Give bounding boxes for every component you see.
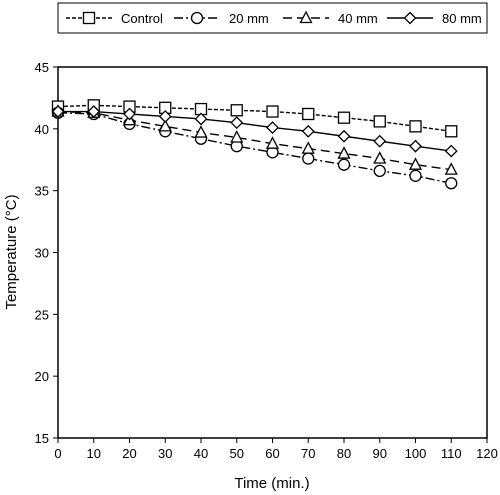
- legend-label: 20 mm: [229, 11, 269, 26]
- x-tick-label: 90: [373, 446, 387, 461]
- legend-label: 80 mm: [442, 11, 482, 26]
- legend-swatch-marker: [190, 11, 204, 25]
- data-point: [301, 141, 315, 154]
- data-point: [337, 111, 351, 124]
- series-3: [51, 105, 458, 158]
- legend-entry: 20 mm: [174, 11, 269, 26]
- legend-swatch-marker: [403, 11, 417, 25]
- series-0: [51, 99, 458, 138]
- data-point: [194, 125, 208, 138]
- data-point: [302, 107, 315, 121]
- data-point: [373, 115, 386, 128]
- series-line: [57, 110, 452, 171]
- x-tick-label: 80: [337, 446, 351, 461]
- data-point: [445, 177, 458, 190]
- y-tick-label: 30: [35, 246, 49, 261]
- data-point: [87, 105, 101, 118]
- x-tick-label: 60: [265, 446, 279, 461]
- y-tick-label: 25: [35, 307, 49, 322]
- legend-entry: Control: [66, 11, 163, 26]
- x-tick-label: 0: [54, 446, 61, 461]
- legend-swatch-marker: [299, 10, 313, 24]
- data-point: [302, 152, 315, 165]
- x-tick-label: 40: [194, 446, 208, 461]
- legend-swatch-marker: [82, 11, 96, 25]
- legend-label: 40 mm: [338, 11, 378, 26]
- data-point: [373, 164, 386, 178]
- data-point: [409, 169, 422, 182]
- series-line: [57, 112, 452, 184]
- x-tick-label: 10: [87, 446, 101, 461]
- data-point: [408, 157, 423, 170]
- data-point: [337, 146, 351, 159]
- data-point: [445, 125, 458, 138]
- data-point: [230, 104, 243, 117]
- data-point: [158, 118, 172, 132]
- x-tick-label: 70: [301, 446, 315, 461]
- data-point: [337, 158, 351, 171]
- data-point: [409, 120, 422, 133]
- series-layer: [51, 99, 458, 190]
- data-point: [444, 144, 458, 158]
- y-tick-label: 45: [35, 60, 49, 75]
- x-tick-label: 120: [476, 446, 498, 461]
- series-2: [51, 104, 458, 175]
- data-point: [337, 129, 351, 143]
- legend-entry: 40 mm: [283, 10, 378, 26]
- y-axis-label: Temperature (°C): [3, 194, 20, 309]
- x-tick-label: 20: [122, 446, 136, 461]
- axis-ticks: 0 10 20 30 40 50 60 70 80 90 100 110 120 15 20 25 30 35 40…: [35, 60, 498, 461]
- data-point: [373, 134, 387, 148]
- y-tick-label: 35: [35, 184, 49, 199]
- data-point: [409, 139, 422, 153]
- x-tick-label: 30: [158, 446, 172, 461]
- data-point: [123, 107, 136, 121]
- x-tick-label: 100: [405, 446, 427, 461]
- data-point: [194, 112, 208, 126]
- data-point: [373, 151, 387, 164]
- x-tick-label: 110: [441, 446, 462, 461]
- data-point: [266, 105, 279, 118]
- y-tick-label: 15: [35, 431, 49, 446]
- y-tick-label: 40: [35, 122, 49, 137]
- data-point: [230, 116, 244, 130]
- legend: Control 20 mm 40 mm 80 mm: [57, 2, 488, 34]
- series-line: [57, 104, 452, 133]
- data-point: [51, 105, 65, 118]
- x-tick-label: 50: [230, 446, 244, 461]
- data-point: [265, 136, 280, 149]
- data-point: [266, 121, 279, 135]
- legend-entry: 80 mm: [387, 11, 482, 26]
- data-point: [301, 124, 315, 138]
- series-1: [51, 106, 458, 190]
- data-point: [230, 130, 244, 143]
- legend-label: Control: [121, 11, 163, 26]
- data-point: [158, 110, 172, 123]
- x-axis-label: Time (min.): [234, 475, 309, 492]
- data-point: [444, 162, 458, 175]
- y-tick-label: 20: [35, 369, 49, 384]
